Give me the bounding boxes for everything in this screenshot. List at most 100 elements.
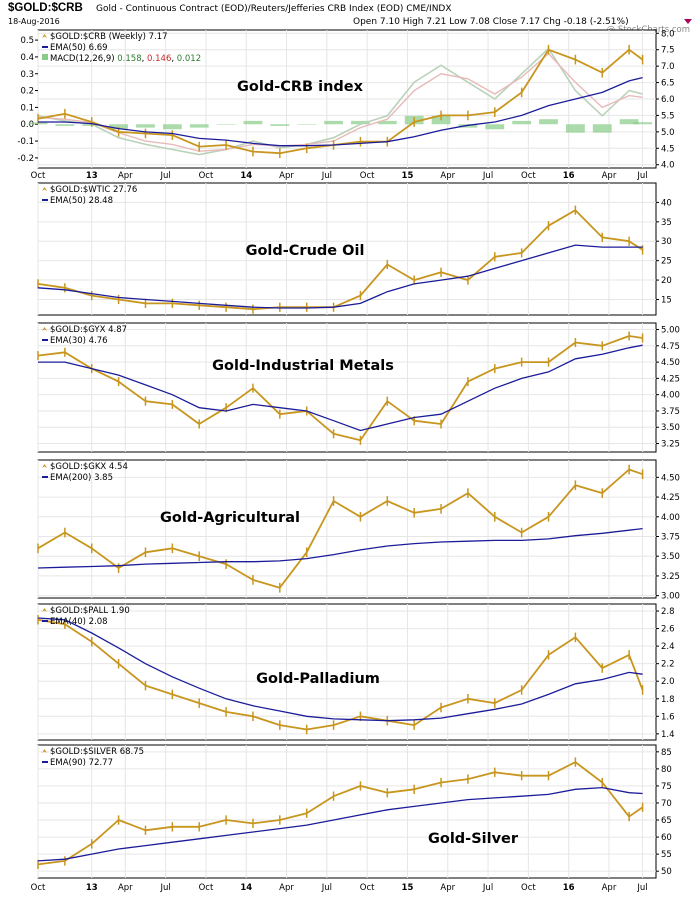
y-tick-label: 4.5 (661, 144, 675, 154)
x-tick-label: Jul (636, 883, 647, 893)
change-down-marker (684, 19, 692, 24)
y-tick-label: 4.50 (661, 358, 680, 368)
y-tick-label: 3.75 (661, 407, 680, 417)
y-tick-label: 2.0 (661, 677, 675, 687)
panel-title: Gold-Agricultural (160, 510, 300, 526)
panel-title: Gold-Silver (428, 831, 519, 847)
macd-histogram-bar (565, 124, 585, 133)
y-tick-label: 85 (661, 748, 672, 758)
x-tick-label-top: Apr (440, 171, 455, 181)
y-tick-label: 3.25 (661, 440, 680, 450)
x-tick-label-top: Oct (31, 171, 46, 181)
x-tick-label: Apr (279, 883, 294, 893)
left-y-tick-label: 0.2 (20, 87, 34, 97)
x-tick-label-top: 13 (86, 171, 98, 181)
x-tick-label: Jul (482, 883, 493, 893)
ema-line (37, 244, 643, 309)
price-legend-swatch (42, 608, 47, 612)
macd-legend-name: MACD(12,26,9) (50, 54, 117, 64)
left-y-tick-label: 0.5 (20, 36, 34, 46)
y-tick-label: 5.5 (661, 111, 675, 121)
x-tick-label: Oct (360, 883, 375, 893)
macd-legend-sep: , (142, 54, 147, 64)
x-tick-label: Apr (118, 883, 133, 893)
ema-line (37, 786, 643, 862)
x-tick-label-top: Apr (279, 171, 294, 181)
x-tick-label: 13 (86, 883, 98, 893)
macd-histogram-bar (633, 122, 652, 125)
y-tick-label: 4.00 (661, 513, 680, 523)
left-y-tick-label: 0.0 (20, 120, 34, 130)
x-tick-label-top: Apr (602, 171, 617, 181)
chart-panels: 8.0 7.5 7.0 6.5 6.0 5.5 5.0 4.5 4.0 0.5 0.4 0.3 0.2 0… (17, 29, 680, 879)
price-legend-label: $GOLD:$WTIC 27.76 (50, 185, 137, 195)
panel-title: Gold-Crude Oil (246, 243, 365, 259)
macd-legend-value: 0.158 (117, 54, 141, 64)
x-tick-label-top: Jul (636, 171, 647, 181)
y-tick-label: 1.8 (661, 695, 675, 705)
x-tick-label-top: 16 (563, 171, 575, 181)
price-legend-label: $GOLD:$PALL 1.90 (50, 606, 130, 616)
panel-title: Gold-CRB index (237, 79, 364, 95)
y-tick-label: 2.4 (661, 642, 675, 652)
y-tick-label: 2.8 (661, 607, 675, 617)
x-tick-label-top: Jul (482, 171, 493, 181)
macd-signal-line (37, 52, 643, 152)
y-tick-label: 75 (661, 782, 672, 792)
x-tick-label: Oct (31, 883, 46, 893)
x-tick-label: Jul (159, 883, 170, 893)
x-tick-label-top: Jul (321, 171, 332, 181)
ema-legend-label: EMA(50) 28.48 (50, 196, 113, 206)
y-tick-label: 3.25 (661, 572, 680, 582)
x-tick-label-top: Oct (521, 171, 536, 181)
x-axis: Oct 13 Apr Jul Oct 14 Apr Jul Oct 15 Apr Jul Oct 16 Ap… (31, 171, 648, 893)
panel-frame (37, 744, 657, 879)
ema-legend-label: EMA(40) 2.08 (50, 617, 108, 627)
x-tick-label: 16 (563, 883, 575, 893)
chart-date: 18-Aug-2016 (8, 17, 60, 26)
y-tick-label: 2.2 (661, 660, 675, 670)
price-line (37, 468, 643, 589)
ema-legend-label: EMA(50) 6.69 (50, 43, 108, 53)
price-legend-swatch (42, 34, 47, 38)
y-tick-label: 6.0 (661, 95, 675, 105)
ema-legend-label: EMA(30) 4.76 (50, 336, 108, 346)
price-legend-label: $GOLD:$GKX 4.54 (50, 462, 128, 472)
x-tick-label: Apr (440, 883, 455, 893)
y-tick-label: 1.4 (661, 730, 675, 740)
panel-frame (37, 603, 657, 741)
price-legend-label: $GOLD:$CRB (Weekly) 7.17 (50, 32, 168, 42)
chart-quote: Open 7.10 High 7.21 Low 7.08 Close 7.17 … (353, 17, 629, 27)
macd-histogram-bar (485, 124, 505, 130)
y-tick-label: 60 (661, 833, 672, 843)
price-line (37, 48, 644, 155)
ema-line (38, 344, 643, 432)
x-tick-label: Oct (199, 883, 214, 893)
macd-histogram-bar (162, 124, 182, 130)
left-y-tick-label: -0.2 (17, 154, 34, 164)
left-y-tick-label: -0.1 (17, 137, 34, 147)
ema-line (37, 617, 643, 722)
price-legend-swatch (42, 464, 47, 468)
macd-legend-sep: , (171, 54, 176, 64)
macd-histogram-bar (324, 120, 343, 125)
y-tick-label: 6.5 (661, 79, 675, 89)
y-tick-label: 70 (661, 799, 672, 809)
panel-frame (37, 459, 657, 599)
macd-histogram-bar (243, 120, 263, 125)
y-tick-label: 30 (661, 237, 672, 247)
macd-line (37, 47, 643, 156)
panel-gold-agricultural: 4.50 4.25 4.00 3.75 3.50 3.25 3.00 $GOLD:$GKX 4… (37, 459, 680, 602)
ema-line (38, 76, 643, 147)
chart-description: Gold - Continuous Contract (EOD)/Reuters… (96, 4, 452, 14)
x-tick-label-top: Apr (118, 171, 133, 181)
ema-legend-label: EMA(90) 72.77 (50, 758, 113, 768)
y-tick-label: 7.0 (661, 62, 675, 72)
ema-line (37, 527, 643, 569)
macd-histogram-bar (109, 124, 129, 130)
y-tick-label: 80 (661, 765, 672, 775)
price-legend-swatch (42, 327, 47, 331)
price-line (37, 761, 644, 866)
y-tick-label: 3.75 (661, 532, 680, 542)
